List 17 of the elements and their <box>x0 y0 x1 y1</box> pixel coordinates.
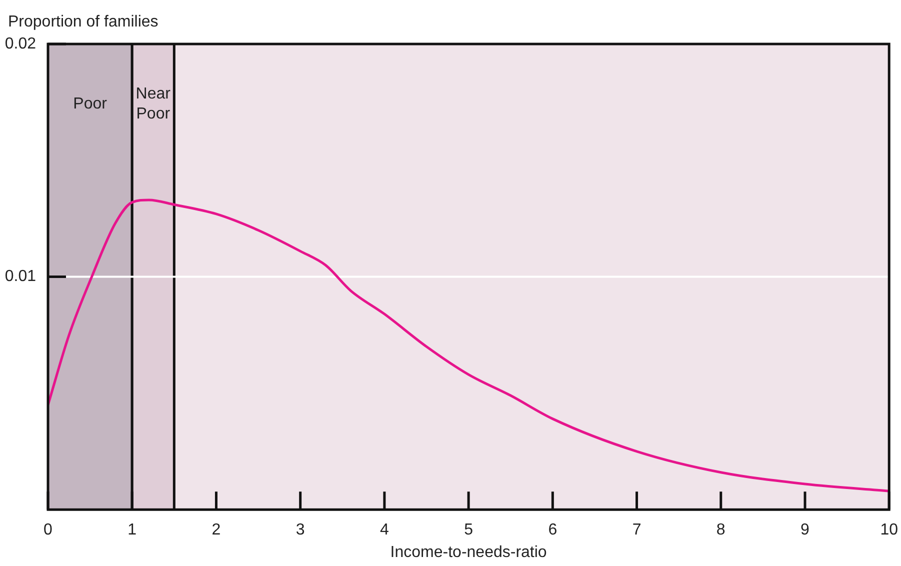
x-tick-label: 2 <box>212 522 221 539</box>
y-axis-title: Proportion of families <box>8 13 158 30</box>
band-label: Poor <box>73 95 108 112</box>
x-tick-label: 6 <box>548 522 558 539</box>
x-tick-label: 5 <box>464 522 474 539</box>
x-tick-label: 9 <box>800 522 810 539</box>
x-tick-label: 7 <box>632 522 642 539</box>
x-tick-label: 8 <box>716 522 726 539</box>
band-label: Near Poor <box>136 85 172 122</box>
y-tick-label: 0.01 <box>4 268 36 286</box>
y-tick-label: 0.02 <box>4 35 36 52</box>
x-tick-label: 10 <box>880 522 898 539</box>
x-tick-label: 4 <box>380 522 389 539</box>
x-tick-label: 0 <box>44 522 53 539</box>
x-axis-title: Income-to-needs-ratio <box>390 544 547 561</box>
x-tick-label: 3 <box>296 522 305 539</box>
x-tick-label: 1 <box>128 522 137 539</box>
